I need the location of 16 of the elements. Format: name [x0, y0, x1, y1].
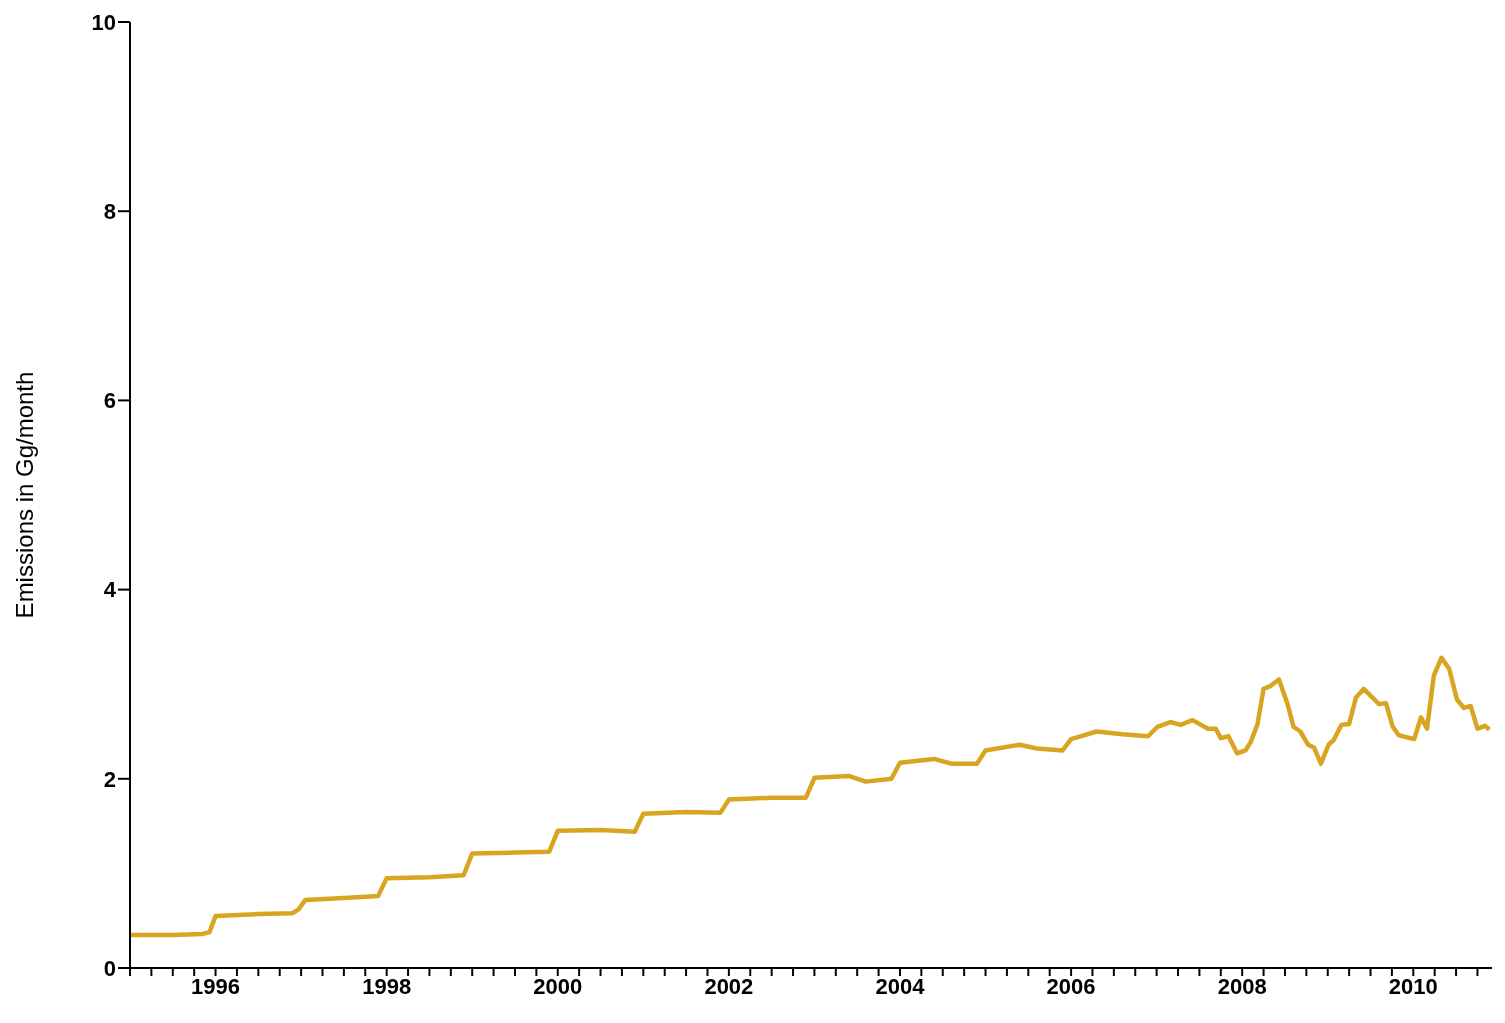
line-series [130, 655, 1492, 938]
y-tick-label: 0 [103, 955, 116, 981]
x-tick-label: 2004 [875, 973, 926, 999]
y-tick-label: 4 [103, 577, 117, 603]
y-tick-label: 8 [103, 199, 116, 225]
y-tick-label: 10 [91, 9, 116, 35]
x-tick-label: 2000 [533, 973, 583, 999]
x-tick-label: 1998 [362, 973, 412, 999]
x-tick-label: 2006 [1046, 973, 1096, 999]
x-tick-label: 2010 [1388, 973, 1438, 999]
x-tick-label: 2008 [1217, 973, 1267, 999]
y-tick-label: 2 [103, 766, 116, 792]
x-tick-label: 1996 [191, 973, 241, 999]
y-axis-title: Emissions in Gg/month [10, 371, 38, 619]
x-tick-label: 2002 [704, 973, 754, 999]
y-tick-label: 6 [103, 388, 116, 414]
